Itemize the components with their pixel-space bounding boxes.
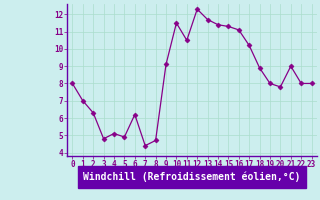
X-axis label: Windchill (Refroidissement éolien,°C): Windchill (Refroidissement éolien,°C) bbox=[83, 172, 301, 182]
